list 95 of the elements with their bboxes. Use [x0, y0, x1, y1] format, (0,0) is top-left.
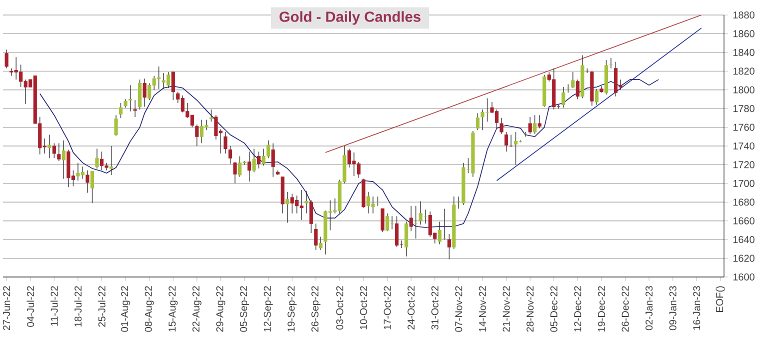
candlestick	[533, 114, 537, 134]
candlestick	[4, 49, 8, 69]
y-tick-label: 1840	[733, 48, 754, 56]
candlestick	[233, 162, 237, 184]
candlestick	[52, 142, 56, 158]
y-tick-label: 1760	[733, 124, 754, 131]
candlestick	[395, 216, 399, 248]
candlestick	[271, 142, 275, 178]
y-tick-label: 1680	[733, 198, 754, 206]
candlestick	[119, 102, 123, 118]
y-tick-label: 1740	[733, 142, 754, 150]
candlestick	[386, 213, 390, 232]
candlestick	[109, 146, 114, 176]
y-tick-label: 1780	[733, 105, 754, 112]
y-tick-label: 1860	[733, 30, 754, 38]
candlestick	[195, 124, 199, 146]
x-tick-label: 25-Jul-22	[98, 286, 106, 327]
candlestick	[409, 206, 413, 232]
y-tick-label: 1660	[733, 217, 754, 224]
candlestick	[514, 132, 518, 166]
candlestick	[309, 200, 313, 234]
candlestick	[228, 146, 232, 164]
x-tick-label: 26-Sep-22	[311, 286, 320, 332]
x-tick-label: 03-Oct-22	[336, 286, 344, 330]
candlestick	[257, 151, 261, 169]
x-tick-label: 10-Oct-22	[360, 286, 368, 330]
x-tick-label: 19-Dec-22	[598, 286, 605, 332]
x-tick-label: 24-Oct-22	[408, 286, 415, 330]
x-tick-label: 15-Aug-22	[168, 286, 178, 332]
x-tick-label: 21-Nov-22	[502, 286, 510, 332]
candlestick	[286, 192, 290, 224]
candlestick	[318, 236, 322, 250]
candlestick	[509, 134, 513, 148]
candlestick	[538, 114, 542, 129]
candlestick	[142, 78, 146, 108]
candlestick	[209, 109, 213, 122]
candlestick	[500, 118, 504, 134]
candlestick	[504, 132, 508, 152]
chart-title: Gold - Daily Candles	[280, 11, 420, 25]
candlestick	[90, 170, 94, 204]
candlestick	[404, 221, 408, 257]
candlestick	[476, 112, 480, 130]
candlestick	[171, 72, 175, 100]
candlestick	[562, 86, 566, 108]
x-tick-label: 09-Jan-23	[669, 286, 676, 330]
candlestick	[314, 223, 318, 250]
x-tick-label: EOF()	[716, 286, 726, 312]
y-tick-label: 1720	[733, 161, 754, 168]
x-tick-label: 18-Jul-22	[74, 286, 82, 326]
x-tick-label: 22-Aug-22	[192, 286, 202, 332]
y-tick-label: 1800	[733, 86, 754, 94]
y-tick-label: 1700	[733, 180, 754, 187]
x-tick-label: 12-Sep-22	[264, 286, 273, 332]
x-tick-label: 05-Sep-22	[240, 286, 250, 332]
candlestick	[86, 170, 90, 194]
x-tick-label: 08-Aug-22	[144, 286, 154, 332]
candlestick	[594, 88, 598, 106]
x-tick-label: 05-Dec-22	[550, 286, 558, 332]
candlestick	[95, 148, 99, 169]
y-tick-label: 1820	[733, 68, 754, 75]
candlestick	[224, 132, 228, 154]
candlestick	[128, 84, 132, 112]
x-tick-label: 17-Oct-22	[384, 286, 391, 330]
x-tick-label: 11-Jul-22	[50, 286, 58, 326]
candlestick	[304, 190, 308, 214]
candlestick	[447, 234, 451, 260]
candlestick	[48, 134, 52, 158]
candlestick	[571, 72, 575, 88]
candlestick	[62, 140, 66, 180]
x-tick-label: 27-Jun-22	[3, 286, 10, 330]
candlestick	[252, 148, 256, 173]
candlestick	[380, 208, 384, 232]
y-tick-label: 1620	[733, 254, 754, 262]
candlestick	[133, 100, 137, 118]
candlestick	[528, 116, 532, 134]
candlestick	[114, 114, 118, 136]
x-tick-label: 12-Dec-22	[574, 286, 582, 332]
x-tick-label: 28-Nov-22	[526, 286, 534, 332]
x-tick-label: 04-Jul-22	[26, 286, 34, 327]
x-tick-label: 14-Nov-22	[478, 286, 486, 332]
x-tick-label: 16-Jan-23	[693, 286, 700, 330]
x-tick-label: 19-Sep-22	[288, 286, 297, 332]
y-tick-label: 1880	[733, 11, 754, 19]
x-tick-label: 31-Oct-22	[431, 286, 438, 330]
x-tick-label: 01-Aug-22	[121, 286, 130, 332]
candlestick	[57, 142, 61, 162]
x-tick-label: 29-Aug-22	[216, 286, 226, 332]
candlestick	[576, 79, 580, 100]
x-tick-label: 02-Jan-23	[646, 286, 653, 330]
candlestick	[138, 79, 142, 110]
y-tick-label: 1640	[733, 236, 754, 244]
x-tick-label: 26-Dec-22	[622, 286, 629, 332]
y-tick-label: 1600	[733, 273, 754, 281]
x-tick-label: 07-Nov-22	[455, 286, 462, 332]
candlestick	[247, 151, 252, 182]
